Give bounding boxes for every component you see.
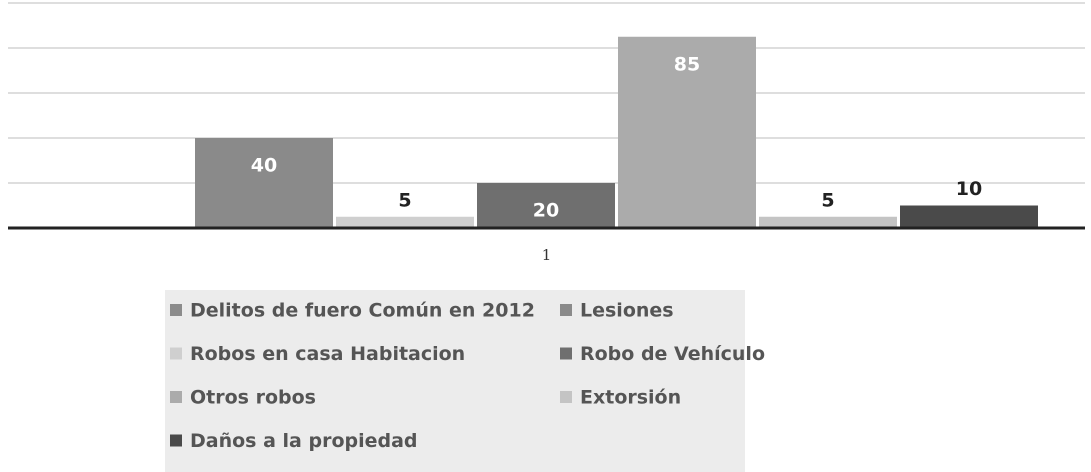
legend-swatch [170, 434, 182, 447]
data-label: 5 [821, 189, 834, 211]
legend-label: Daños a la propiedad [190, 430, 418, 452]
legend-label: Robo de Vehículo [580, 343, 765, 365]
legend-label: Otros robos [190, 387, 316, 409]
data-label: 20 [533, 200, 559, 222]
legend-swatch [170, 304, 182, 316]
bar [618, 36, 756, 228]
bar [759, 216, 897, 228]
legend-label: Robos en casa Habitacion [190, 343, 465, 365]
legend-swatch [170, 347, 182, 360]
data-label: 5 [398, 189, 411, 211]
x-tick-label: 1 [542, 246, 552, 264]
bar [195, 138, 333, 228]
data-label: 85 [674, 53, 700, 75]
legend-swatch [560, 391, 572, 403]
data-label: 10 [956, 178, 982, 200]
legend-swatch [560, 347, 572, 360]
legend-swatch [560, 304, 572, 316]
data-label: 40 [251, 155, 277, 177]
legend-label: Extorsión [580, 387, 681, 409]
legend-label: Delitos de fuero Común en 2012 [190, 300, 535, 322]
bar [477, 183, 615, 228]
legend-label: Lesiones [580, 300, 674, 322]
legend-background [165, 290, 745, 472]
bar [336, 216, 474, 228]
bar [900, 205, 1038, 228]
legend-swatch [170, 391, 182, 403]
